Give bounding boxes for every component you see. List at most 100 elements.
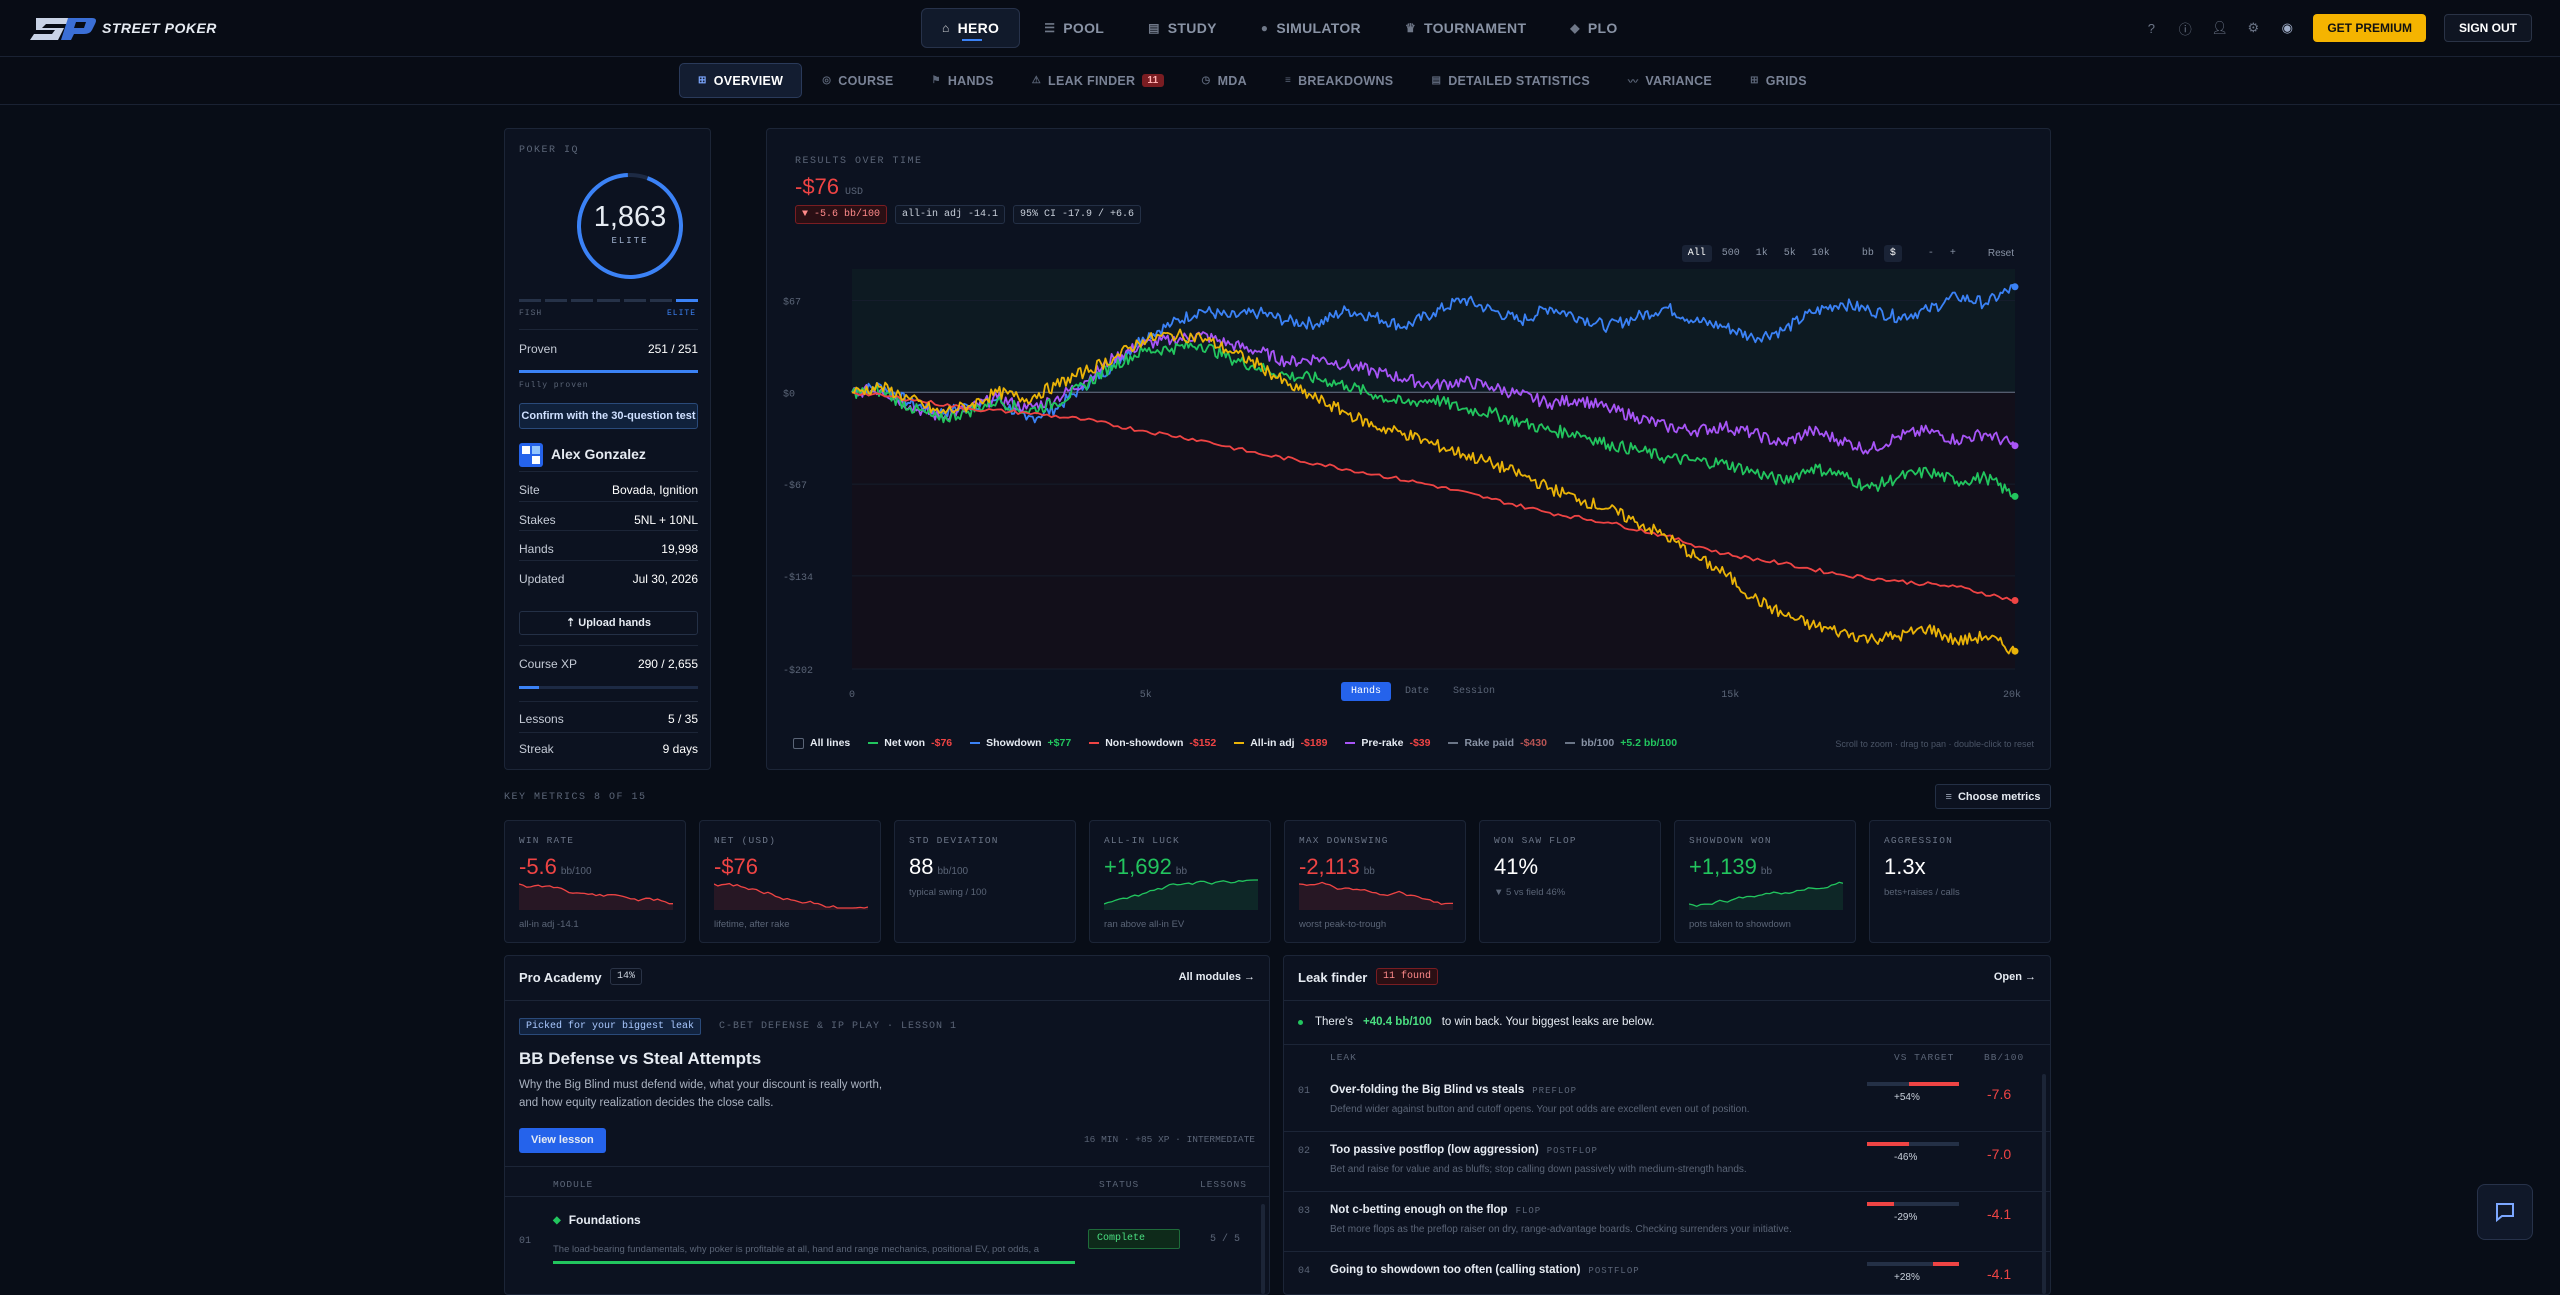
unit-toggle[interactable]: bb <box>1861 248 1874 259</box>
chart-badges: ▼ -5.6 bb/100 all-in adj -14.1 95% CI -17.… <box>795 205 1142 224</box>
tab-overview[interactable]: ⊞ OVERVIEW <box>679 63 803 98</box>
zoom-in-button[interactable]: + <box>1949 248 1956 259</box>
series-end-point <box>2011 492 2019 500</box>
x-tick-label: 20k <box>2003 689 2021 701</box>
nav-hero[interactable]: ⌂ HERO <box>921 8 1021 48</box>
tab-variance[interactable]: 〰 VARIANCE <box>1610 63 1730 98</box>
legend-bb-100[interactable]: bb/100 +5.2 bb/100 <box>1564 737 1677 749</box>
leak-desc: Defend wider against button and cutoff o… <box>1330 1104 1750 1115</box>
discord-icon[interactable]: ◉ <box>2281 20 2293 35</box>
lessons-value: 5 / 35 <box>667 712 698 726</box>
metric-card[interactable]: MAX DOWNSWING -2,113 bb worst peak-to-troug… <box>1284 820 1466 943</box>
mode-hands[interactable]: Hands <box>1341 682 1392 701</box>
tab-course[interactable]: ◎ COURSE <box>804 63 911 98</box>
proven-label: Proven <box>519 342 558 356</box>
legend-pre-rake[interactable]: Pre-rake -$39 <box>1345 737 1430 749</box>
nav-label: STUDY <box>1167 20 1217 36</box>
profile-value: 5NL + 10NL <box>634 513 698 527</box>
lessons-label: Lessons <box>519 712 564 726</box>
scrollbar[interactable] <box>1261 1204 1265 1294</box>
x-tick-label: 15k <box>1721 689 1739 701</box>
profile-row: Stakes 5NL + 10NL <box>519 513 698 527</box>
dot-icon <box>1298 1019 1303 1025</box>
range-500[interactable]: 500 <box>1721 248 1740 259</box>
list-icon: ☰ <box>1044 21 1056 35</box>
mode-session[interactable]: Session <box>1453 686 1496 697</box>
checkbox[interactable] <box>793 737 804 749</box>
legend-label: Net won <box>884 737 926 749</box>
range-10k[interactable]: 10k <box>1811 248 1830 259</box>
metric-card[interactable]: SHOWDOWN WON +1,139 bb pots taken to showdo… <box>1674 820 1856 943</box>
range-1k[interactable]: 1k <box>1755 248 1768 259</box>
metric-card[interactable]: WIN RATE -5.6 bb/100 all-in adj -14.1 <box>504 820 686 943</box>
metric-sub: pots taken to showdown <box>1689 919 1791 930</box>
legend-all-in-adj[interactable]: All-in adj -$189 <box>1234 737 1327 749</box>
profile-value: Bovada, Ignition <box>611 483 698 497</box>
chat-button[interactable] <box>2477 1184 2533 1240</box>
leak-bb100: -4.1 <box>1987 1206 2012 1222</box>
col-status: STATUS <box>1099 1179 1140 1190</box>
leak-open-link[interactable]: Open → <box>1993 971 2036 983</box>
tab-detailed-statistics[interactable]: ▤ DETAILED STATISTICS <box>1413 63 1608 98</box>
xp-label: Course XP <box>519 657 578 671</box>
tab-grids[interactable]: ⊞ GRIDS <box>1732 63 1825 98</box>
legend-all-lines[interactable]: All lines <box>793 737 850 749</box>
brand-logo[interactable]: STREET POKER <box>28 12 217 44</box>
metric-card[interactable]: WON SAW FLOP 41% ▼ 5 vs field 46% <box>1479 820 1661 943</box>
choose-metrics-button[interactable]: ≡ Choose metrics <box>1935 784 2051 809</box>
results-line-chart[interactable]: $67 $0 -$67 -$134 -$202 0 5k 15k 20k <box>767 129 2052 729</box>
unit-toggle[interactable]: $ <box>1883 245 1902 262</box>
metric-sub: lifetime, after rake <box>714 919 790 930</box>
metric-card[interactable]: NET (USD) -$76 lifetime, after rake <box>699 820 881 943</box>
profile-key: Hands <box>519 542 554 556</box>
tab-mda[interactable]: ◷ MDA <box>1184 63 1265 98</box>
scrollbar[interactable] <box>2042 1074 2046 1294</box>
tab-hands[interactable]: ⚑ HANDS <box>914 63 1012 98</box>
series-line-net-won <box>851 339 2016 498</box>
leak-bb100: -4.1 <box>1987 1266 2012 1282</box>
get-premium-button[interactable]: GET PREMIUM <box>2313 14 2426 42</box>
legend-value: -$430 <box>1520 737 1547 749</box>
upload-hands-button[interactable]: ⇡ Upload hands <box>519 611 698 635</box>
reset-button[interactable]: Reset <box>1987 248 2014 259</box>
legend-swatch <box>1234 742 1245 744</box>
tab-label: DETAILED STATISTICS <box>1448 73 1590 88</box>
nav-tournament[interactable]: ♛ TOURNAMENT <box>1385 8 1546 48</box>
nav-study[interactable]: ▤ STUDY <box>1128 8 1237 48</box>
mode-date[interactable]: Date <box>1405 686 1430 697</box>
legend-non-showdown[interactable]: Non-showdown -$152 <box>1089 737 1216 749</box>
legend-showdown[interactable]: Showdown +$77 <box>970 737 1071 749</box>
series-end-point <box>2011 597 2019 605</box>
metric-card[interactable]: STD DEVIATION 88 bb/100 typical swing / 100 <box>894 820 1076 943</box>
range-5k[interactable]: 5k <box>1783 248 1796 259</box>
confirm-test-button[interactable]: Confirm with the 30-question test <box>519 403 698 429</box>
legend-value: +$77 <box>1047 737 1072 749</box>
tab-icon: ◷ <box>1201 75 1211 86</box>
profile-row: Hands 19,998 <box>519 542 698 556</box>
metric-card[interactable]: ALL-IN LUCK +1,692 bb ran above all-in EV <box>1089 820 1271 943</box>
legend-label: Showdown <box>986 737 1042 749</box>
zoom-out-button[interactable]: - <box>1927 248 1934 259</box>
sign-out-button[interactable]: SIGN OUT <box>2443 14 2532 42</box>
view-lesson-button[interactable]: View lesson <box>519 1128 606 1153</box>
nav-plo[interactable]: ◆ PLO <box>1550 8 1637 48</box>
proven-note: Fully proven <box>519 381 589 390</box>
settings-icon[interactable]: ⚙ <box>2247 20 2260 35</box>
tab-label: VARIANCE <box>1645 73 1713 88</box>
legend-net-won[interactable]: Net won -$76 <box>868 737 952 749</box>
help-icon[interactable]: ? <box>2147 20 2155 36</box>
user-icon[interactable]: 👤︎ <box>2211 20 2228 35</box>
info-icon[interactable]: ⓘ <box>2178 21 2192 37</box>
metric-card[interactable]: AGGRESSION 1.3x bets+raises / calls <box>1869 820 2051 943</box>
tab-leak-finder[interactable]: ⚠ LEAK FINDER 11 <box>1014 63 1182 98</box>
nav-simulator[interactable]: ● SIMULATOR <box>1241 8 1381 48</box>
x-tick-label: 0 <box>849 690 855 701</box>
nav-pool[interactable]: ☰ POOL <box>1024 8 1124 48</box>
tab-label: COURSE <box>838 73 894 88</box>
y-tick-label: -$202 <box>783 665 813 677</box>
legend-rake-paid[interactable]: Rake paid -$430 <box>1448 737 1547 749</box>
tab-breakdowns[interactable]: ≡ BREAKDOWNS <box>1267 63 1412 98</box>
range-all[interactable]: All <box>1681 245 1712 262</box>
all-modules-link[interactable]: All modules → <box>1178 971 1255 983</box>
metric-title: WIN RATE <box>519 835 575 846</box>
